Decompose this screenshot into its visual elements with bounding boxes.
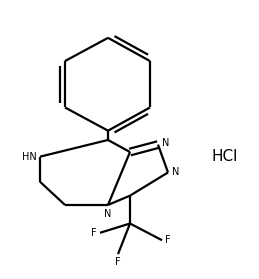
Text: HN: HN [22, 152, 37, 162]
Text: F: F [91, 228, 97, 238]
Text: N: N [162, 138, 169, 148]
Text: N: N [104, 209, 112, 219]
Text: F: F [115, 257, 121, 267]
Text: F: F [165, 235, 171, 245]
Text: HCl: HCl [212, 149, 238, 164]
Text: N: N [172, 167, 179, 177]
